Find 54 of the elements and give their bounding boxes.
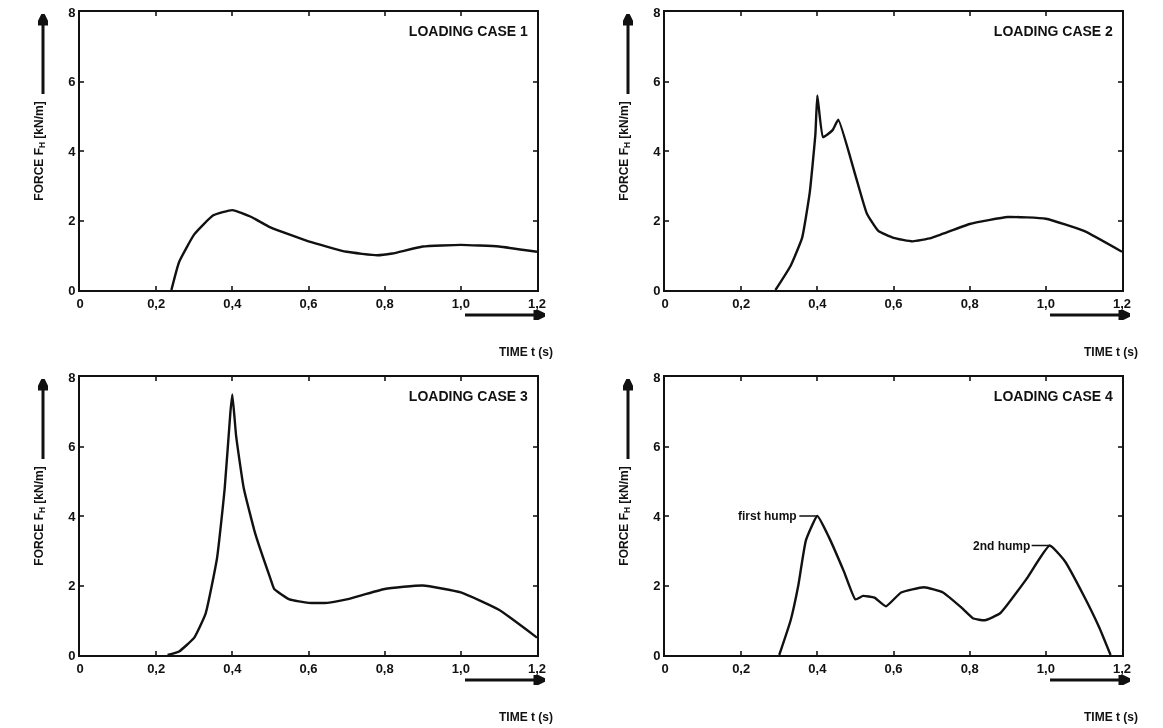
y-tick-label: 0 xyxy=(68,282,76,298)
text: LOADING CASE 2 xyxy=(993,22,1114,39)
y-tick-label: 8 xyxy=(653,4,661,20)
y-tick-label: 4 xyxy=(68,508,77,524)
x-tick-label: 0,2 xyxy=(147,295,166,311)
x-tick-label: 0,6 xyxy=(299,295,318,311)
x-tick-label: 1,2 xyxy=(1112,295,1132,311)
x-tick-label: 0,4 xyxy=(808,295,828,311)
y-tick-label: 2 xyxy=(653,213,661,229)
x-tick-label: 0,8 xyxy=(375,295,394,311)
x-axis-title: TIME t (s) xyxy=(1084,345,1138,359)
y-tick-label: 6 xyxy=(653,439,661,455)
y-tick-label: 4 xyxy=(653,143,662,159)
x-tick-label: 0,6 xyxy=(299,660,318,676)
y-tick-label: 2 xyxy=(653,578,661,594)
y-tick-label: 8 xyxy=(68,369,76,385)
x-tick-label: 1,0 xyxy=(451,295,470,311)
y-tick-label: 6 xyxy=(68,439,76,455)
y-tick-label: 2 xyxy=(68,213,76,229)
y-tick-label: 0 xyxy=(68,647,76,663)
x-tick-label: 0,2 xyxy=(732,660,751,676)
x-tick-label: 0,8 xyxy=(960,660,979,676)
x-axis-title: TIME t (s) xyxy=(1084,710,1138,724)
x-axis-title: TIME t (s) xyxy=(499,345,553,359)
y-tick-label: 4 xyxy=(68,143,77,159)
y-tick-label: 4 xyxy=(653,508,662,524)
x-tick-label: 1,0 xyxy=(1036,295,1055,311)
x-tick-label: 1,0 xyxy=(451,660,470,676)
y-tick-label: 8 xyxy=(653,369,661,385)
y-tick-label: 0 xyxy=(653,282,661,298)
x-tick-label: 0,4 xyxy=(808,660,828,676)
y-tick-label: 0 xyxy=(653,647,661,663)
y-tick-label: 6 xyxy=(68,74,76,90)
y-tick-label: 8 xyxy=(68,4,76,20)
x-tick-label: 0,4 xyxy=(223,660,243,676)
text: LOADING CASE 4 xyxy=(993,387,1114,404)
y-tick-label: 6 xyxy=(653,74,661,90)
text: LOADING CASE 3 xyxy=(408,387,529,404)
x-tick-label: 0,8 xyxy=(375,660,394,676)
y-tick-label: 2 xyxy=(68,578,76,594)
x-tick-label: 0,6 xyxy=(884,295,903,311)
x-tick-label: 1,0 xyxy=(1036,660,1055,676)
annotation: 2nd hump xyxy=(973,539,1031,553)
x-tick-label: 0,2 xyxy=(147,660,166,676)
x-tick-label: 0,2 xyxy=(732,295,751,311)
x-axis-title: TIME t (s) xyxy=(499,710,553,724)
x-tick-label: 0,8 xyxy=(960,295,979,311)
x-tick-label: 0,6 xyxy=(884,660,903,676)
x-tick-label: 0,4 xyxy=(223,295,243,311)
text: LOADING CASE 1 xyxy=(408,22,529,39)
x-tick-label: 1,2 xyxy=(527,295,547,311)
x-tick-label: 1,2 xyxy=(1112,660,1132,676)
annotation: first hump xyxy=(738,509,797,523)
x-tick-label: 1,2 xyxy=(527,660,547,676)
